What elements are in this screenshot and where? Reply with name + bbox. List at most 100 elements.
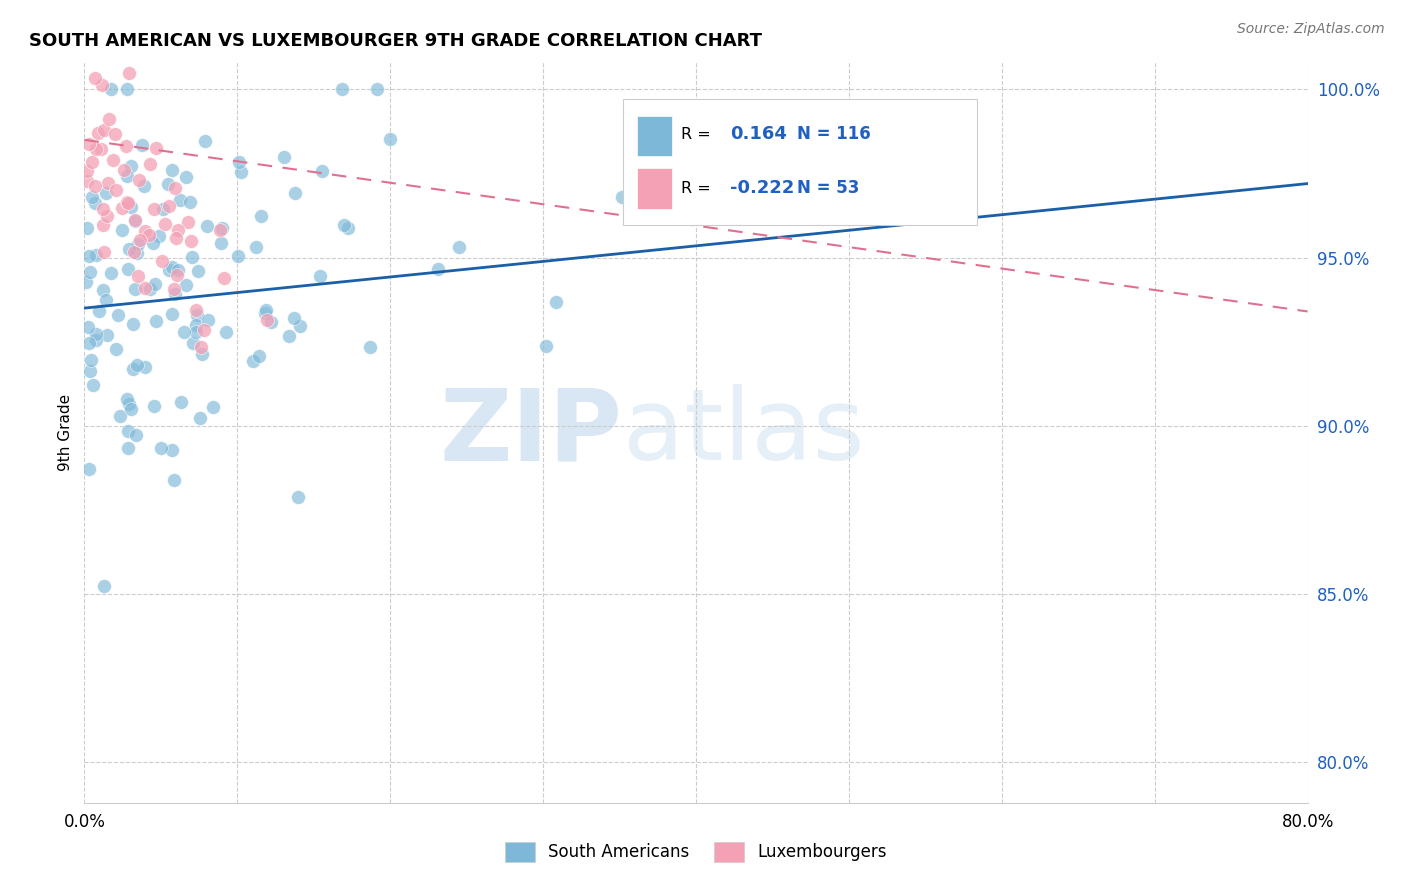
Point xyxy=(260,315,283,329)
Point xyxy=(167,263,190,277)
Text: -0.222: -0.222 xyxy=(730,179,794,197)
Point xyxy=(118,242,141,256)
Point xyxy=(215,325,238,339)
Point xyxy=(170,394,193,409)
Point xyxy=(86,248,108,262)
Point xyxy=(127,246,149,260)
Point xyxy=(190,341,212,355)
FancyBboxPatch shape xyxy=(637,169,672,209)
Point xyxy=(209,222,232,236)
Point xyxy=(79,249,101,263)
Point xyxy=(212,271,235,285)
Point xyxy=(117,196,139,211)
Point xyxy=(245,240,267,254)
Point xyxy=(278,329,301,343)
Point xyxy=(127,358,149,372)
Point xyxy=(127,268,149,283)
Point xyxy=(174,278,197,293)
Text: N = 116: N = 116 xyxy=(797,125,872,144)
Point xyxy=(76,320,98,334)
Point xyxy=(179,194,201,209)
Point xyxy=(177,215,200,229)
Point xyxy=(181,250,204,264)
Point xyxy=(163,287,186,301)
Point xyxy=(188,410,211,425)
Point xyxy=(110,223,132,237)
Point xyxy=(187,263,209,277)
Text: 0.164: 0.164 xyxy=(730,125,787,144)
Point xyxy=(183,335,205,350)
Point xyxy=(114,162,136,177)
Text: R =: R = xyxy=(682,127,716,142)
Point xyxy=(173,326,195,340)
Text: atlas: atlas xyxy=(623,384,865,481)
Point xyxy=(134,224,156,238)
Point xyxy=(142,235,165,250)
Point xyxy=(254,302,277,317)
Point xyxy=(122,244,145,259)
Point xyxy=(104,127,127,141)
Legend: South Americans, Luxembourgers: South Americans, Luxembourgers xyxy=(498,835,894,869)
Point xyxy=(534,339,557,353)
Point xyxy=(124,282,146,296)
Point xyxy=(544,295,567,310)
Point xyxy=(150,254,173,268)
Point xyxy=(125,428,148,442)
Point xyxy=(93,122,115,136)
Point xyxy=(610,189,633,203)
Point xyxy=(129,233,152,247)
Point xyxy=(124,214,146,228)
Point xyxy=(104,342,127,356)
Point xyxy=(86,142,108,156)
Point xyxy=(176,169,198,184)
Point xyxy=(122,362,145,376)
Point xyxy=(91,283,114,297)
Point xyxy=(89,303,111,318)
Point xyxy=(287,490,309,504)
Point xyxy=(249,209,271,223)
Point xyxy=(82,190,104,204)
Point xyxy=(108,409,131,424)
Point xyxy=(247,349,270,363)
Point xyxy=(80,155,103,169)
Point xyxy=(195,219,218,233)
Point xyxy=(117,424,139,438)
Point xyxy=(96,293,118,307)
Point xyxy=(84,326,107,341)
Point xyxy=(194,134,217,148)
Point xyxy=(79,364,101,378)
Point xyxy=(242,354,264,368)
Text: SOUTH AMERICAN VS LUXEMBOURGER 9TH GRADE CORRELATION CHART: SOUTH AMERICAN VS LUXEMBOURGER 9TH GRADE… xyxy=(30,32,762,50)
Point xyxy=(157,262,180,277)
Point xyxy=(191,346,214,360)
Point xyxy=(145,141,167,155)
Point xyxy=(165,231,187,245)
Point xyxy=(93,245,115,260)
Point xyxy=(117,442,139,456)
Point xyxy=(142,202,165,216)
Point xyxy=(143,399,166,413)
FancyBboxPatch shape xyxy=(623,99,977,226)
Point xyxy=(96,209,118,223)
Point xyxy=(184,325,207,339)
Text: ZIP: ZIP xyxy=(440,384,623,481)
Point xyxy=(83,179,105,194)
Point xyxy=(186,302,208,317)
Point xyxy=(226,249,249,263)
Point xyxy=(273,149,295,163)
Point xyxy=(75,275,97,289)
Point xyxy=(103,153,125,167)
Point xyxy=(117,169,139,183)
Point xyxy=(77,335,100,350)
Point xyxy=(166,268,188,283)
Point xyxy=(91,78,114,93)
Point xyxy=(256,312,278,326)
Point xyxy=(145,277,167,291)
Point xyxy=(366,82,388,96)
Point xyxy=(148,229,170,244)
Point xyxy=(160,442,183,457)
Point xyxy=(186,308,208,322)
Point xyxy=(76,220,98,235)
FancyBboxPatch shape xyxy=(637,116,672,156)
Point xyxy=(253,306,276,320)
